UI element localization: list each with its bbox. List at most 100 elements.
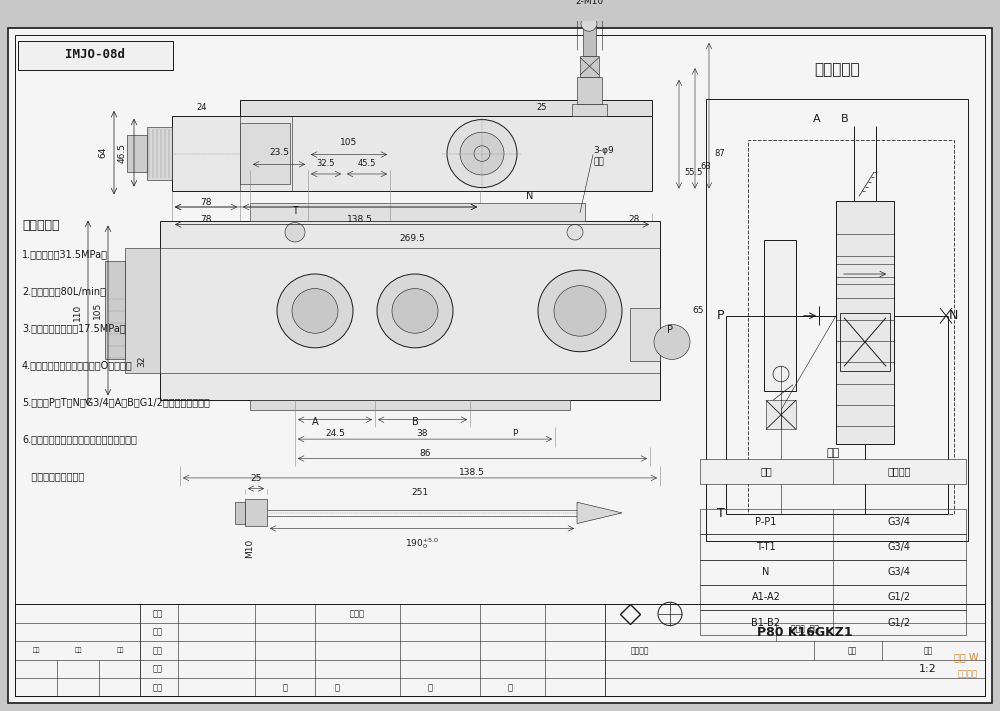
Text: 2.公称流量：80L/min；: 2.公称流量：80L/min； [22,287,106,296]
Text: B: B [841,114,849,124]
Circle shape [447,119,517,188]
Text: 通孔: 通孔 [593,157,604,166]
Text: N: N [948,309,958,322]
Bar [127,135,147,172]
Bar [15,604,140,697]
Text: 比例: 比例 [923,646,933,656]
Bar [583,26,596,55]
Text: 63: 63 [700,161,711,171]
Text: 45.5: 45.5 [358,159,376,169]
Circle shape [460,132,504,175]
Text: P80 K16GKZ1: P80 K16GKZ1 [757,626,853,639]
Bar [580,55,599,77]
Text: 激活 W: 激活 W [954,653,978,663]
Text: 处数: 处数 [74,648,82,653]
Bar [172,116,652,191]
Text: G3/4: G3/4 [888,517,910,527]
Text: 86: 86 [419,449,431,458]
Text: M10: M10 [246,539,254,558]
Text: 设计: 设计 [153,609,163,619]
Text: 24.5: 24.5 [325,429,345,439]
Text: 阶段标记: 阶段标记 [631,646,649,656]
Text: 标准化: 标准化 [350,609,364,619]
Text: B1-B2: B1-B2 [752,618,780,628]
Text: P: P [667,326,673,336]
Bar [235,502,245,523]
Text: G3/4: G3/4 [888,567,910,577]
Text: 78: 78 [200,198,212,207]
Text: N: N [762,567,770,577]
Text: 1:2: 1:2 [919,664,937,674]
Circle shape [277,274,353,348]
Text: 25: 25 [250,474,262,483]
Text: 工艺: 工艺 [153,665,163,674]
Text: 138.5: 138.5 [347,215,373,224]
Text: 28: 28 [628,215,640,224]
Text: 190$^{+5.0}_{0}$: 190$^{+5.0}_{0}$ [405,536,439,551]
Bar [240,100,652,116]
Text: 转易见算: 转易见算 [958,670,978,678]
Bar [147,127,172,180]
Text: 3.溢流阀调定压力：17.5MPa；: 3.溢流阀调定压力：17.5MPa； [22,324,126,333]
Text: B: B [412,417,418,427]
Text: G1/2: G1/2 [887,592,911,602]
Text: 32.5: 32.5 [317,159,335,169]
Bar [700,610,966,635]
Text: 105: 105 [340,138,358,146]
Text: P: P [512,429,518,439]
Text: 螺络规格: 螺络规格 [887,466,911,476]
Text: P: P [717,309,725,322]
Text: A1-A2: A1-A2 [752,592,780,602]
Bar [766,400,796,429]
Text: 液压原理图: 液压原理图 [814,63,860,77]
Text: 3-φ9: 3-φ9 [593,146,614,154]
Text: 55.5: 55.5 [684,168,702,176]
Text: 38: 38 [416,429,428,439]
Circle shape [292,289,338,333]
Circle shape [377,274,453,348]
Text: 25: 25 [537,103,547,112]
Text: T-T1: T-T1 [756,542,776,552]
Text: 审核: 审核 [153,646,163,656]
Text: 张: 张 [508,683,512,693]
Text: 2-M10: 2-M10 [575,0,603,6]
Bar [764,240,796,390]
Bar [700,560,966,584]
Text: 共: 共 [283,683,288,693]
Circle shape [567,225,583,240]
Text: 批准: 批准 [153,683,163,693]
Text: 6.阀体表面磷化处理，安全阀及螺堡镀锌，: 6.阀体表面磷化处理，安全阀及螺堡镀锌， [22,434,137,444]
Circle shape [285,223,305,242]
Bar [700,584,966,610]
Text: 24: 24 [197,103,207,112]
Bar [700,534,966,560]
Polygon shape [577,502,622,523]
Circle shape [392,289,438,333]
Text: 技术要求：: 技术要求： [22,219,60,232]
Bar [700,459,966,483]
Bar [240,124,290,183]
Text: 原版号  类型: 原版号 类型 [791,624,819,634]
Bar [15,604,985,697]
Text: 张: 张 [334,683,340,693]
Text: 1.公称压力：31.5MPa；: 1.公称压力：31.5MPa； [22,250,108,260]
Text: 4.控制方式：手动控制，前推O型阀杆；: 4.控制方式：手动控制，前推O型阀杆； [22,360,133,370]
Text: P-P1: P-P1 [755,517,777,527]
Circle shape [554,286,606,336]
Text: 标记: 标记 [32,648,40,653]
Text: 269.5: 269.5 [399,234,425,243]
Bar [125,248,160,373]
Text: G1/2: G1/2 [887,618,911,628]
Circle shape [654,324,690,360]
Text: 251: 251 [411,488,429,497]
Bar [245,499,267,526]
Bar [605,604,985,697]
Text: 第: 第 [428,683,432,693]
Text: 支架后盖为铝本色。: 支架后盖为铝本色。 [22,471,84,481]
Text: 110: 110 [73,304,82,321]
Text: 接口: 接口 [760,466,772,476]
Bar [18,41,173,70]
Text: A: A [312,417,318,427]
Text: 分区: 分区 [116,648,124,653]
Bar [836,201,894,444]
